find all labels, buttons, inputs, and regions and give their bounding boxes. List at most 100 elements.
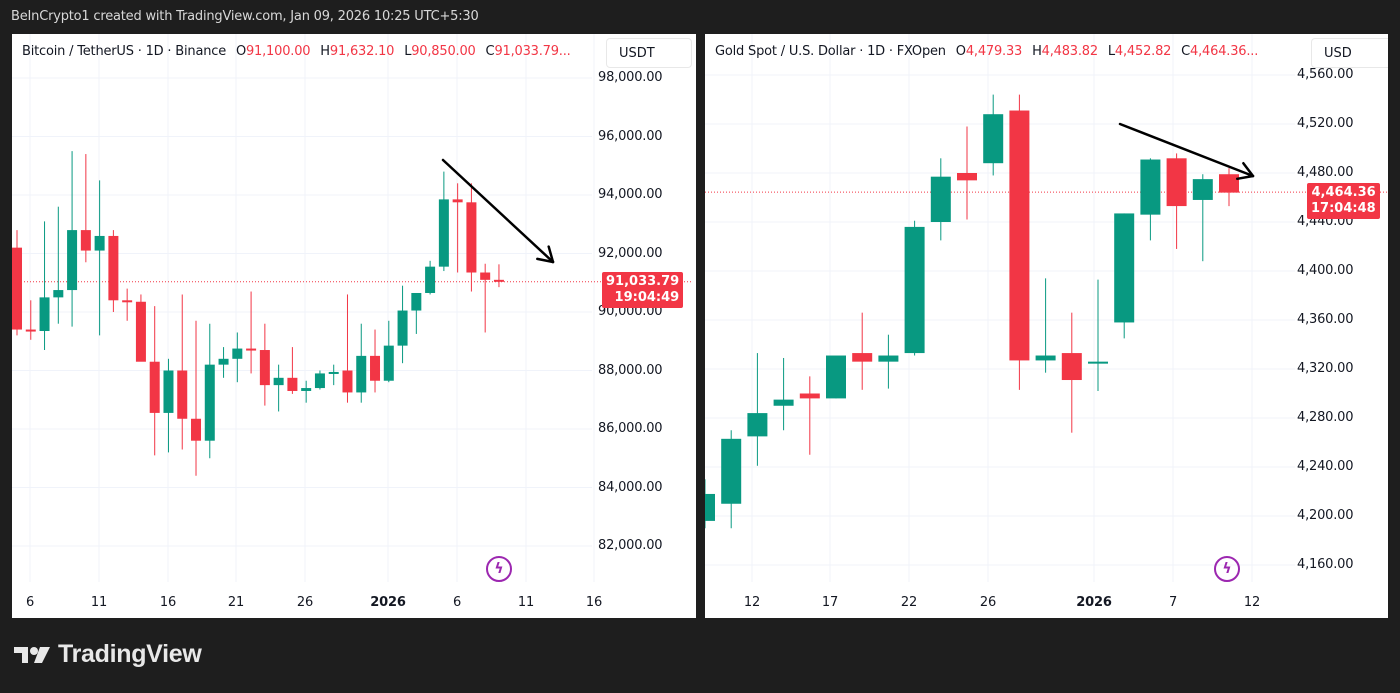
candle[interactable] — [314, 373, 325, 389]
candle[interactable] — [383, 345, 394, 381]
time-tick-label: 26 — [296, 595, 314, 610]
candle[interactable] — [747, 413, 768, 437]
last-price-value: 91,033.79 — [606, 274, 680, 289]
candle[interactable] — [826, 355, 846, 399]
candle[interactable] — [721, 438, 742, 504]
candle[interactable] — [397, 310, 408, 346]
price-tick-label: 92,000.00 — [598, 245, 663, 261]
trend-arrow[interactable] — [441, 158, 555, 264]
candle[interactable] — [163, 370, 174, 413]
candle[interactable] — [411, 292, 422, 311]
candle[interactable] — [287, 377, 298, 391]
candle[interactable] — [370, 355, 381, 381]
time-tick-label: 11 — [90, 595, 108, 610]
close-value: 4,464.36... — [1190, 44, 1259, 59]
candle[interactable] — [39, 297, 50, 332]
candle[interactable] — [466, 202, 477, 273]
attribution-text: BeInCrypto1 created with TradingView.com… — [11, 9, 479, 24]
candle[interactable] — [328, 371, 339, 374]
candle[interactable] — [1035, 355, 1056, 361]
candle[interactable] — [218, 358, 229, 365]
candle[interactable] — [1088, 361, 1108, 364]
candle[interactable] — [1061, 353, 1082, 381]
candle[interactable] — [342, 370, 353, 393]
currency-selector[interactable]: USD — [1311, 38, 1388, 68]
close-value: 91,033.79... — [494, 44, 571, 59]
candle[interactable] — [273, 377, 284, 386]
price-tick-label: 4,400.00 — [1297, 263, 1354, 278]
high-label: H — [320, 44, 330, 59]
time-tick-label: 21 — [227, 595, 245, 610]
candle[interactable] — [135, 301, 146, 362]
candle[interactable] — [191, 418, 202, 441]
time-tick-label: 7 — [1168, 595, 1178, 610]
candle[interactable] — [705, 493, 715, 521]
candle[interactable] — [957, 173, 977, 181]
symbol-title[interactable]: Gold Spot / U.S. Dollar · 1D · FXOpen — [715, 44, 946, 59]
candle[interactable] — [983, 114, 1004, 164]
candle[interactable] — [259, 350, 270, 386]
candle[interactable] — [122, 300, 133, 303]
price-tick-label: 88,000.00 — [598, 362, 663, 378]
candle[interactable] — [852, 353, 873, 362]
bar-countdown: 17:04:48 — [1311, 201, 1376, 216]
candle[interactable] — [1192, 179, 1213, 200]
candle[interactable] — [12, 247, 22, 330]
candle[interactable] — [438, 199, 449, 267]
gold-legend: Gold Spot / U.S. Dollar · 1D · FXOpen O4… — [715, 44, 1258, 59]
high-value: 91,632.10 — [329, 44, 395, 59]
candle[interactable] — [80, 230, 91, 251]
candle[interactable] — [878, 355, 899, 362]
last-price-label: 4,464.36 17:04:48 — [1307, 183, 1380, 219]
candle[interactable] — [493, 279, 504, 282]
candle[interactable] — [1166, 158, 1187, 207]
candle[interactable] — [773, 399, 794, 406]
candle[interactable] — [204, 364, 215, 441]
candle[interactable] — [67, 230, 78, 291]
candle[interactable] — [53, 290, 64, 298]
low-label: L — [404, 44, 412, 59]
candle[interactable] — [425, 266, 436, 293]
symbol-title[interactable]: Bitcoin / TetherUS · 1D · Binance — [22, 44, 226, 59]
candle[interactable] — [1219, 174, 1239, 193]
candle[interactable] — [480, 272, 491, 280]
price-tick-label: 4,480.00 — [1297, 165, 1354, 180]
lightning-icon[interactable]: ϟ — [1214, 556, 1240, 582]
tradingview-brand[interactable]: TradingView — [14, 640, 202, 669]
bar-countdown: 19:04:49 — [614, 290, 680, 305]
candle[interactable] — [177, 370, 188, 419]
trend-arrow[interactable] — [1118, 122, 1255, 181]
currency-selector[interactable]: USDT — [606, 38, 692, 68]
low-value: 4,452.82 — [1114, 44, 1172, 59]
candle[interactable] — [94, 235, 105, 251]
btc-candlestick-plot[interactable] — [12, 34, 696, 618]
candle[interactable] — [1114, 213, 1135, 323]
gold-chart-panel[interactable]: Gold Spot / U.S. Dollar · 1D · FXOpen O4… — [705, 34, 1388, 618]
price-tick-label: 4,160.00 — [1297, 557, 1354, 572]
btc-chart-panel[interactable]: Bitcoin / TetherUS · 1D · Binance O91,10… — [12, 34, 696, 618]
price-tick-label: 86,000.00 — [598, 421, 663, 436]
time-tick-label: 6 — [25, 595, 35, 610]
candle[interactable] — [246, 348, 257, 351]
price-tick-label: 4,520.00 — [1297, 116, 1354, 131]
candle[interactable] — [1009, 110, 1030, 361]
low-label: L — [1107, 44, 1115, 59]
candle[interactable] — [301, 388, 312, 391]
candle[interactable] — [232, 348, 243, 359]
candle[interactable] — [799, 393, 820, 399]
price-tick-label: 84,000.00 — [598, 479, 663, 495]
candle[interactable] — [25, 329, 36, 332]
candle[interactable] — [356, 355, 367, 393]
price-tick-label: 98,000.00 — [598, 70, 663, 85]
candle[interactable] — [930, 176, 951, 222]
time-tick-label: 2026 — [370, 595, 406, 610]
candle[interactable] — [904, 226, 925, 354]
candle[interactable] — [1140, 159, 1161, 215]
close-label: C — [485, 44, 495, 59]
price-tick-label: 4,240.00 — [1297, 459, 1354, 474]
candle[interactable] — [149, 361, 160, 413]
candle[interactable] — [452, 199, 463, 203]
lightning-icon[interactable]: ϟ — [486, 556, 512, 582]
gold-candlestick-plot[interactable] — [705, 34, 1388, 618]
candle[interactable] — [108, 235, 119, 301]
